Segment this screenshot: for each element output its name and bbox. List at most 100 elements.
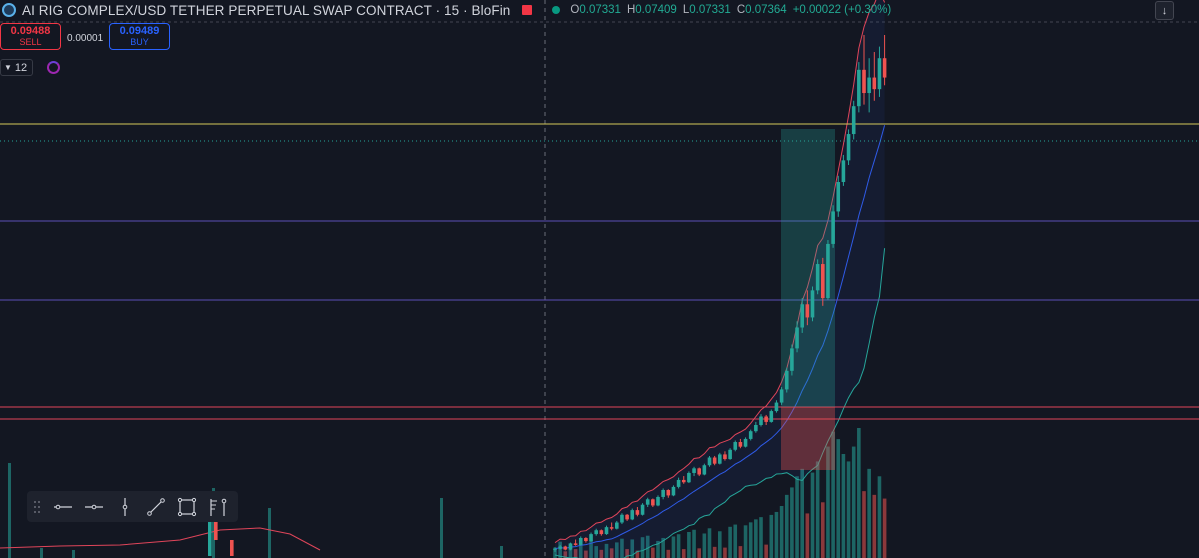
candle: [676, 477, 681, 489]
volume-bar: [589, 540, 593, 558]
volume-bar: [676, 534, 681, 558]
ohlc-values: O0.07331 H0.07409 L0.07331 C0.07364: [570, 4, 786, 16]
refresh-icon[interactable]: [47, 61, 60, 74]
buy-label: BUY: [130, 37, 149, 47]
volume-bar: [707, 528, 712, 558]
volume-bar: [568, 544, 573, 558]
candle: [836, 175, 841, 217]
trend-line-icon[interactable]: [140, 491, 171, 522]
candle: [640, 503, 645, 516]
candle-body: [666, 490, 671, 496]
volume-bar: [687, 532, 691, 558]
volume-bar: [743, 525, 748, 558]
buy-price: 0.09489: [119, 25, 160, 37]
volume-bar: [656, 540, 660, 558]
candle-body: [558, 546, 562, 549]
symbol-title[interactable]: AI RIG COMPLEX/USD TETHER PERPETUAL SWAP…: [22, 2, 511, 18]
candle-body: [795, 327, 799, 349]
volume-bar: [779, 506, 784, 558]
candle-body: [857, 69, 861, 107]
candle-body: [640, 504, 645, 515]
indicator-interval-dropdown[interactable]: ▼ 12: [0, 59, 33, 76]
volume-bar: [625, 549, 629, 558]
candle-body: [553, 548, 557, 550]
drawing-toolbar: [27, 491, 238, 522]
volume-bar: [666, 549, 671, 558]
candle: [230, 540, 234, 556]
candle-body: [877, 58, 882, 90]
candle-body: [733, 442, 738, 450]
candle-body: [707, 457, 712, 466]
candle: [666, 489, 671, 498]
candle-body: [743, 438, 748, 447]
arrow-down-icon: ↓: [1161, 4, 1168, 17]
candle-body: [656, 496, 660, 506]
long-position-profit-zone[interactable]: [781, 129, 835, 407]
flag-icon[interactable]: [522, 5, 533, 15]
candle: [651, 498, 655, 508]
candle-body: [821, 264, 825, 299]
horizontal-line-icon[interactable]: [47, 491, 78, 522]
price-change: +0.00022 (+0.30%): [792, 4, 892, 16]
candle: [656, 495, 660, 507]
candle: [620, 513, 624, 525]
volume-bar: [615, 542, 619, 558]
long-position-stop-zone[interactable]: [781, 407, 835, 470]
candles: [208, 35, 887, 556]
volume-bar: [836, 439, 841, 558]
volume-bar: [558, 541, 562, 558]
candle: [615, 520, 619, 530]
drag-handle-icon[interactable]: [27, 491, 47, 522]
volume-bar: [754, 519, 758, 558]
candle-body: [862, 69, 866, 94]
collapse-legend-button[interactable]: ↓: [1155, 1, 1174, 20]
volume-bar: [795, 476, 799, 558]
volume-bar: [645, 535, 650, 558]
horizontal-ray-icon[interactable]: [78, 491, 109, 522]
sell-button[interactable]: 0.09488 SELL: [0, 23, 61, 50]
candle-body: [712, 457, 717, 464]
candle: [831, 205, 835, 248]
candle-body: [790, 348, 794, 371]
volume-bar: [212, 488, 215, 558]
buy-button[interactable]: 0.09489 BUY: [109, 23, 170, 50]
candle: [846, 129, 851, 165]
volume-bar: [712, 546, 717, 558]
volume-bar: [640, 537, 645, 558]
volume-bar: [661, 537, 665, 558]
volume-bar: [72, 550, 75, 558]
bollinger-bands: [0, 0, 886, 558]
rectangle-icon[interactable]: [171, 491, 202, 522]
volume-bar: [759, 517, 763, 558]
spread-value: 0.00001: [67, 33, 104, 44]
candle-body: [810, 290, 815, 318]
volume-bar: [40, 548, 43, 558]
volume-bar: [831, 431, 835, 558]
volume-bar: [841, 454, 846, 558]
candle: [723, 451, 727, 461]
candle: [573, 539, 578, 546]
fib-icon[interactable]: [202, 491, 233, 522]
candle: [702, 463, 707, 476]
candle: [584, 537, 588, 543]
candle: [759, 414, 763, 427]
candle: [800, 298, 804, 333]
candle-body: [620, 514, 624, 523]
candle: [718, 452, 722, 465]
vertical-line-icon[interactable]: [109, 491, 140, 522]
volume-bar: [738, 546, 743, 558]
candle: [635, 507, 640, 517]
candle-body: [681, 479, 686, 483]
volume-bars: [8, 428, 887, 558]
candle-body: [769, 411, 774, 422]
candle-body: [676, 479, 681, 487]
candle: [764, 414, 768, 425]
candle: [784, 367, 789, 393]
volume-bar: [651, 547, 655, 558]
volume-bar: [8, 463, 11, 558]
band-upper-history: [0, 527, 321, 551]
volume-bar: [846, 461, 851, 558]
candle-body: [635, 510, 640, 515]
ohlc-low: L0.07331: [682, 4, 731, 16]
